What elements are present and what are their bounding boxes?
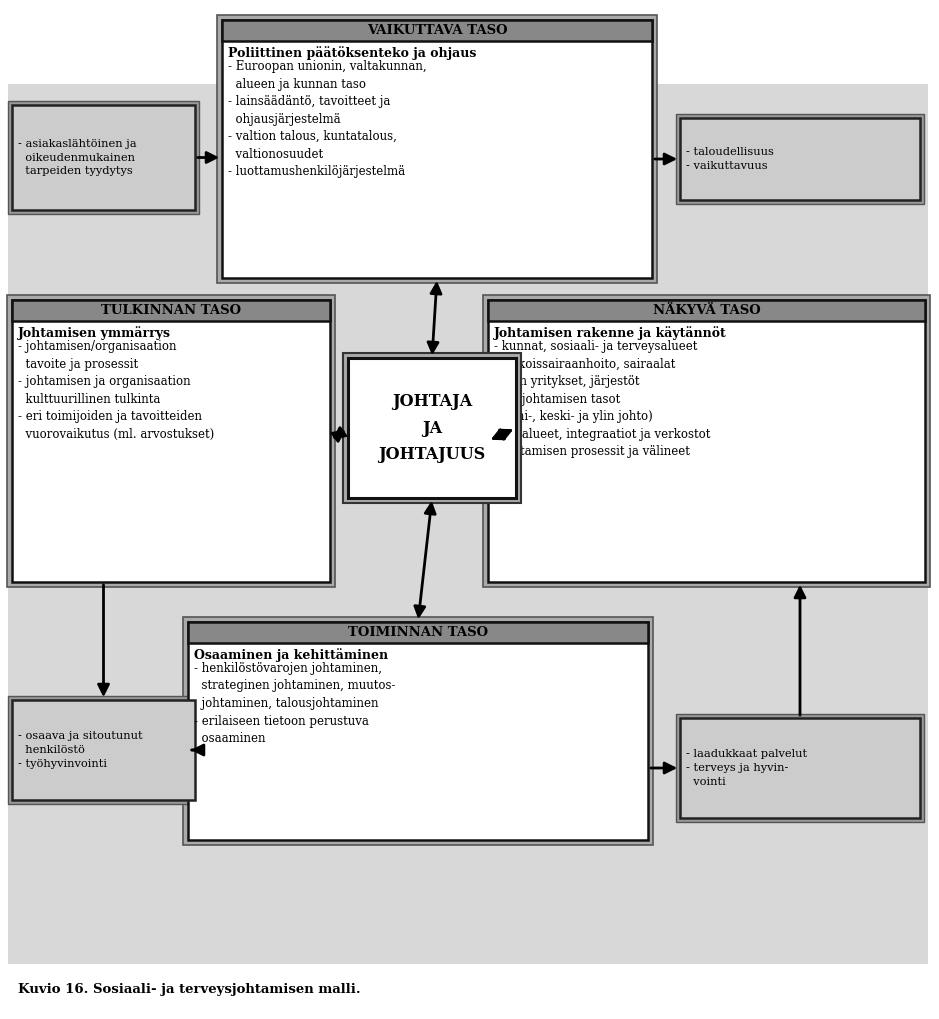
Bar bbox=[222, 20, 652, 41]
Text: Johtamisen ymmärrys: Johtamisen ymmärrys bbox=[18, 326, 171, 340]
Bar bbox=[8, 696, 199, 804]
Bar bbox=[676, 714, 924, 822]
Bar bbox=[7, 294, 335, 587]
Text: Kuvio 16. Sosiaali- ja terveysjohtamisen malli.: Kuvio 16. Sosiaali- ja terveysjohtamisen… bbox=[18, 982, 361, 996]
Bar bbox=[217, 15, 657, 283]
Text: - asiakaslähtöinen ja
  oikeudenmukainen
  tarpeiden tyydytys: - asiakaslähtöinen ja oikeudenmukainen t… bbox=[18, 139, 137, 176]
Bar bbox=[676, 114, 924, 204]
Bar bbox=[8, 84, 928, 964]
Bar bbox=[222, 20, 652, 278]
Bar bbox=[680, 718, 920, 818]
Bar bbox=[12, 700, 195, 800]
Bar bbox=[488, 300, 925, 582]
Bar bbox=[12, 300, 330, 321]
Text: Johtamisen rakenne ja käytännöt: Johtamisen rakenne ja käytännöt bbox=[494, 326, 727, 340]
Bar bbox=[183, 616, 653, 845]
Bar bbox=[343, 353, 521, 503]
Bar bbox=[188, 622, 648, 643]
Bar bbox=[188, 622, 648, 840]
Bar bbox=[8, 101, 199, 214]
Text: Poliittinen päätöksenteko ja ohjaus: Poliittinen päätöksenteko ja ohjaus bbox=[228, 46, 476, 60]
Text: TOIMINNAN TASO: TOIMINNAN TASO bbox=[348, 626, 488, 639]
Text: - kunnat, sosiaali- ja terveysalueet
- erikoissairaanhoito, sairaalat
- alan yri: - kunnat, sosiaali- ja terveysalueet - e… bbox=[494, 340, 711, 458]
Bar bbox=[12, 105, 195, 210]
Text: - johtamisen/organisaation
  tavoite ja prosessit
- johtamisen ja organisaation
: - johtamisen/organisaation tavoite ja pr… bbox=[18, 340, 214, 440]
Bar bbox=[348, 358, 516, 498]
Text: TULKINNAN TASO: TULKINNAN TASO bbox=[100, 304, 241, 317]
Bar bbox=[488, 300, 925, 321]
Bar bbox=[483, 294, 930, 587]
Text: - osaava ja sitoutunut
  henkilöstö
- työhyvinvointi: - osaava ja sitoutunut henkilöstö - työh… bbox=[18, 732, 143, 768]
Text: NÄKYVÄ TASO: NÄKYVÄ TASO bbox=[653, 304, 761, 317]
Text: - henkilöstövarojen johtaminen,
  strateginen johtaminen, muutos-
  johtaminen, : - henkilöstövarojen johtaminen, strategi… bbox=[194, 662, 395, 745]
Text: - Euroopan unionin, valtakunnan,
  alueen ja kunnan taso
- lainsäädäntö, tavoitt: - Euroopan unionin, valtakunnan, alueen … bbox=[228, 60, 426, 178]
Bar bbox=[680, 118, 920, 200]
Text: Osaaminen ja kehittäminen: Osaaminen ja kehittäminen bbox=[194, 648, 388, 662]
Bar bbox=[12, 300, 330, 582]
Text: JOHTAJA
JA
JOHTAJUUS: JOHTAJA JA JOHTAJUUS bbox=[378, 393, 485, 463]
Text: - taloudellisuus
- vaikuttavuus: - taloudellisuus - vaikuttavuus bbox=[686, 147, 774, 171]
Text: - laadukkaat palvelut
- terveys ja hyvin-
  vointi: - laadukkaat palvelut - terveys ja hyvin… bbox=[686, 749, 808, 787]
Text: VAIKUTTAVA TASO: VAIKUTTAVA TASO bbox=[367, 24, 507, 37]
